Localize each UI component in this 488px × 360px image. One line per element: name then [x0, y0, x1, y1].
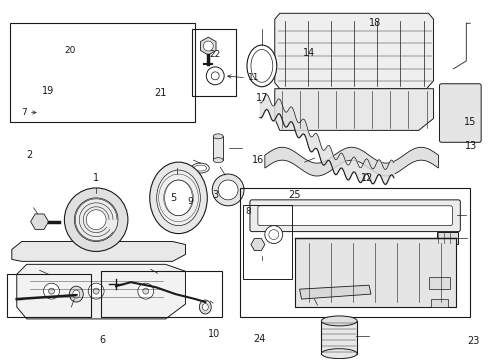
- Text: 13: 13: [464, 141, 476, 151]
- Text: 14: 14: [303, 48, 315, 58]
- Text: 22: 22: [209, 50, 221, 59]
- Polygon shape: [274, 89, 433, 130]
- Ellipse shape: [164, 180, 192, 216]
- Circle shape: [142, 288, 148, 294]
- Text: 8: 8: [244, 207, 250, 216]
- Circle shape: [74, 198, 118, 242]
- Text: 9: 9: [187, 197, 193, 206]
- Polygon shape: [17, 264, 185, 319]
- Ellipse shape: [194, 165, 206, 171]
- Text: 15: 15: [463, 117, 475, 127]
- Text: 17: 17: [255, 93, 267, 103]
- Circle shape: [264, 226, 282, 243]
- Text: 25: 25: [288, 190, 300, 200]
- Text: 20: 20: [64, 45, 76, 54]
- Circle shape: [48, 288, 54, 294]
- Text: 12: 12: [360, 173, 372, 183]
- Bar: [240, 188, 469, 317]
- Circle shape: [218, 180, 238, 200]
- Circle shape: [93, 288, 99, 294]
- Ellipse shape: [199, 300, 211, 314]
- Ellipse shape: [191, 163, 209, 173]
- Text: 3: 3: [212, 190, 218, 200]
- Ellipse shape: [213, 134, 223, 139]
- Circle shape: [206, 67, 224, 85]
- Circle shape: [203, 41, 213, 51]
- Text: 16: 16: [251, 155, 264, 165]
- Text: 19: 19: [42, 86, 55, 96]
- Polygon shape: [31, 214, 48, 229]
- Text: 6: 6: [100, 336, 105, 345]
- Text: 2: 2: [26, 150, 33, 160]
- Circle shape: [43, 283, 60, 299]
- Polygon shape: [274, 13, 433, 89]
- Circle shape: [86, 210, 106, 230]
- Ellipse shape: [246, 45, 276, 87]
- Ellipse shape: [73, 290, 80, 298]
- Polygon shape: [264, 147, 438, 176]
- Bar: [427, 277, 449, 289]
- Text: 23: 23: [466, 336, 478, 346]
- Text: 5: 5: [170, 193, 176, 203]
- Text: 24: 24: [253, 334, 265, 344]
- Circle shape: [212, 174, 244, 206]
- Bar: [294, 238, 455, 307]
- Circle shape: [268, 230, 278, 239]
- Text: 18: 18: [368, 18, 380, 28]
- Text: 10: 10: [208, 329, 220, 339]
- FancyBboxPatch shape: [257, 206, 451, 226]
- Bar: [192, 29, 236, 96]
- Text: 7: 7: [21, 108, 26, 117]
- Text: 11: 11: [247, 73, 259, 82]
- Bar: [213, 136, 223, 160]
- Bar: [7, 274, 91, 317]
- Ellipse shape: [156, 170, 200, 226]
- Bar: [243, 205, 291, 279]
- Bar: [429, 299, 447, 307]
- FancyBboxPatch shape: [439, 84, 480, 142]
- Polygon shape: [12, 242, 185, 261]
- Text: 1: 1: [93, 173, 99, 183]
- Ellipse shape: [250, 50, 272, 82]
- Circle shape: [64, 188, 128, 251]
- Ellipse shape: [149, 162, 207, 234]
- Bar: [101, 271, 222, 317]
- FancyBboxPatch shape: [249, 200, 459, 231]
- Bar: [10, 23, 195, 122]
- Polygon shape: [250, 238, 264, 251]
- Text: 21: 21: [154, 88, 166, 98]
- Polygon shape: [299, 285, 370, 299]
- Circle shape: [211, 72, 219, 80]
- Ellipse shape: [202, 303, 208, 310]
- Bar: [436, 231, 457, 243]
- Ellipse shape: [213, 158, 223, 163]
- Ellipse shape: [321, 316, 356, 326]
- Circle shape: [138, 283, 153, 299]
- Ellipse shape: [321, 349, 356, 359]
- Circle shape: [88, 283, 104, 299]
- Bar: [321, 321, 356, 354]
- Polygon shape: [200, 37, 216, 55]
- Ellipse shape: [69, 286, 83, 302]
